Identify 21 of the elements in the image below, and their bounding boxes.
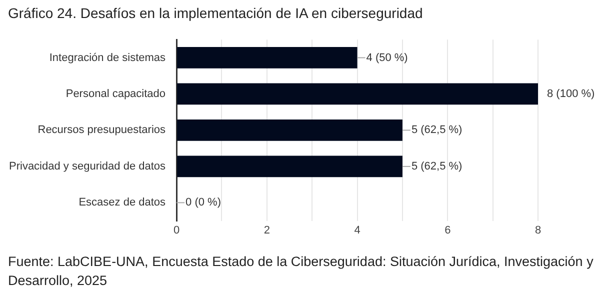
- data-label: 5 (62,5 %): [411, 124, 462, 136]
- bar: [177, 83, 538, 105]
- y-tick-label: Escasez de datos: [78, 196, 166, 209]
- y-tick-label: Personal capacitado: [66, 88, 166, 100]
- data-label: 0 (0 %): [186, 196, 222, 209]
- chart-title: Gráfico 24. Desafíos en la implementación de IA en ciberseguridad: [8, 5, 423, 21]
- y-tick-label: Integración de sistemas: [49, 52, 166, 64]
- x-tick-label: 6: [444, 224, 451, 236]
- source-note: Fuente: LabCIBE-UNA, Encuesta Estado de la Ciberseguridad: Situación Jurídica, Investigación y Desarrollo, 2025: [8, 253, 594, 290]
- x-tick-label: 8: [534, 224, 542, 236]
- x-tick-label: 0: [173, 224, 180, 236]
- bar: [177, 47, 358, 68]
- bar: [177, 156, 402, 178]
- y-tick-label: Privacidad y seguridad de datos: [8, 160, 166, 172]
- data-label: 8 (100 %): [547, 88, 595, 100]
- x-tick-label: 2: [264, 224, 270, 236]
- data-label: 4 (50 %): [366, 52, 408, 64]
- data-label: 5 (62,5 %): [411, 160, 462, 172]
- y-tick-label: Recursos presupuestarios: [38, 124, 166, 136]
- bar: [177, 120, 402, 141]
- x-tick-label: 4: [354, 224, 360, 236]
